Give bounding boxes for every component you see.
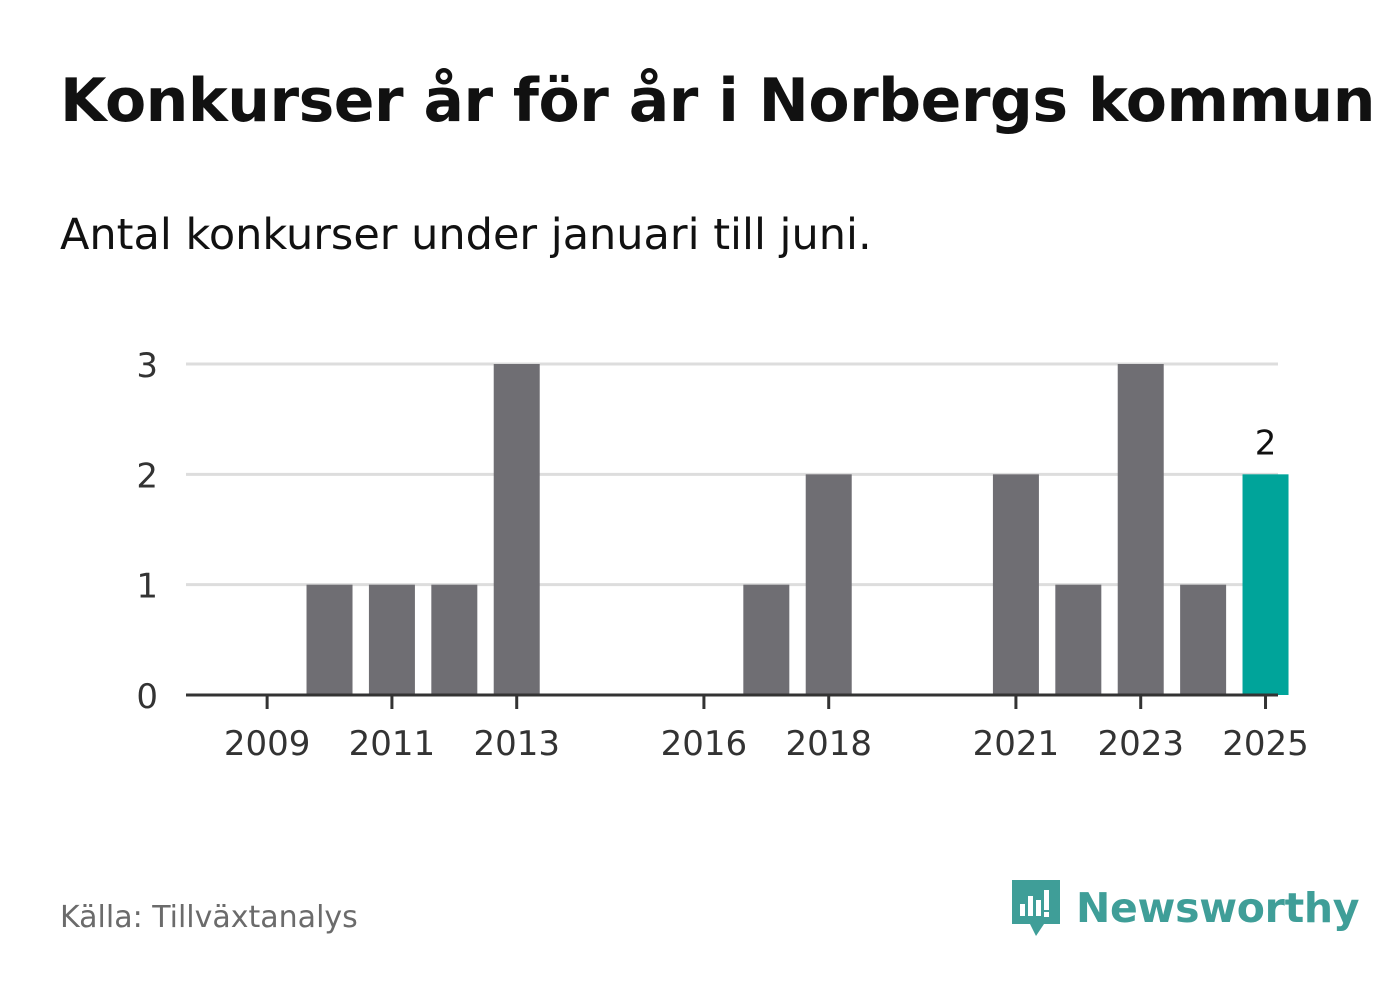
bar <box>1180 584 1227 695</box>
bar <box>805 474 852 695</box>
y-tick-label: 3 <box>136 346 158 386</box>
x-tick-label: 2025 <box>1222 724 1309 764</box>
bar <box>368 584 415 695</box>
y-tick-label: 0 <box>136 677 158 717</box>
chart-subtitle: Antal konkurser under januari till juni. <box>60 210 872 260</box>
y-tick-label: 1 <box>136 567 158 607</box>
bar <box>493 364 540 695</box>
newsworthy-brand: Newsworthy <box>1010 878 1359 938</box>
data-label: 2 <box>1255 423 1277 463</box>
bar <box>1055 584 1102 695</box>
bar <box>1117 364 1164 695</box>
y-tick-label: 2 <box>136 456 158 496</box>
bar <box>306 584 353 695</box>
bar <box>992 474 1039 695</box>
x-tick-label: 2018 <box>785 724 872 764</box>
brand-name: Newsworthy <box>1076 884 1360 932</box>
x-tick-label: 2011 <box>349 724 436 764</box>
bar <box>1242 474 1289 695</box>
x-tick-label: 2021 <box>973 724 1060 764</box>
newsworthy-logo-icon <box>1012 880 1060 936</box>
chart-title: Konkurser år för år i Norbergs kommun <box>60 66 1375 136</box>
x-tick-label: 2023 <box>1097 724 1184 764</box>
x-tick-label: 2009 <box>224 724 311 764</box>
bar <box>431 584 478 695</box>
source-label: Källa: Tillväxtanalys <box>60 900 358 935</box>
x-tick-label: 2013 <box>473 724 560 764</box>
bar <box>743 584 790 695</box>
x-tick-label: 2016 <box>661 724 748 764</box>
